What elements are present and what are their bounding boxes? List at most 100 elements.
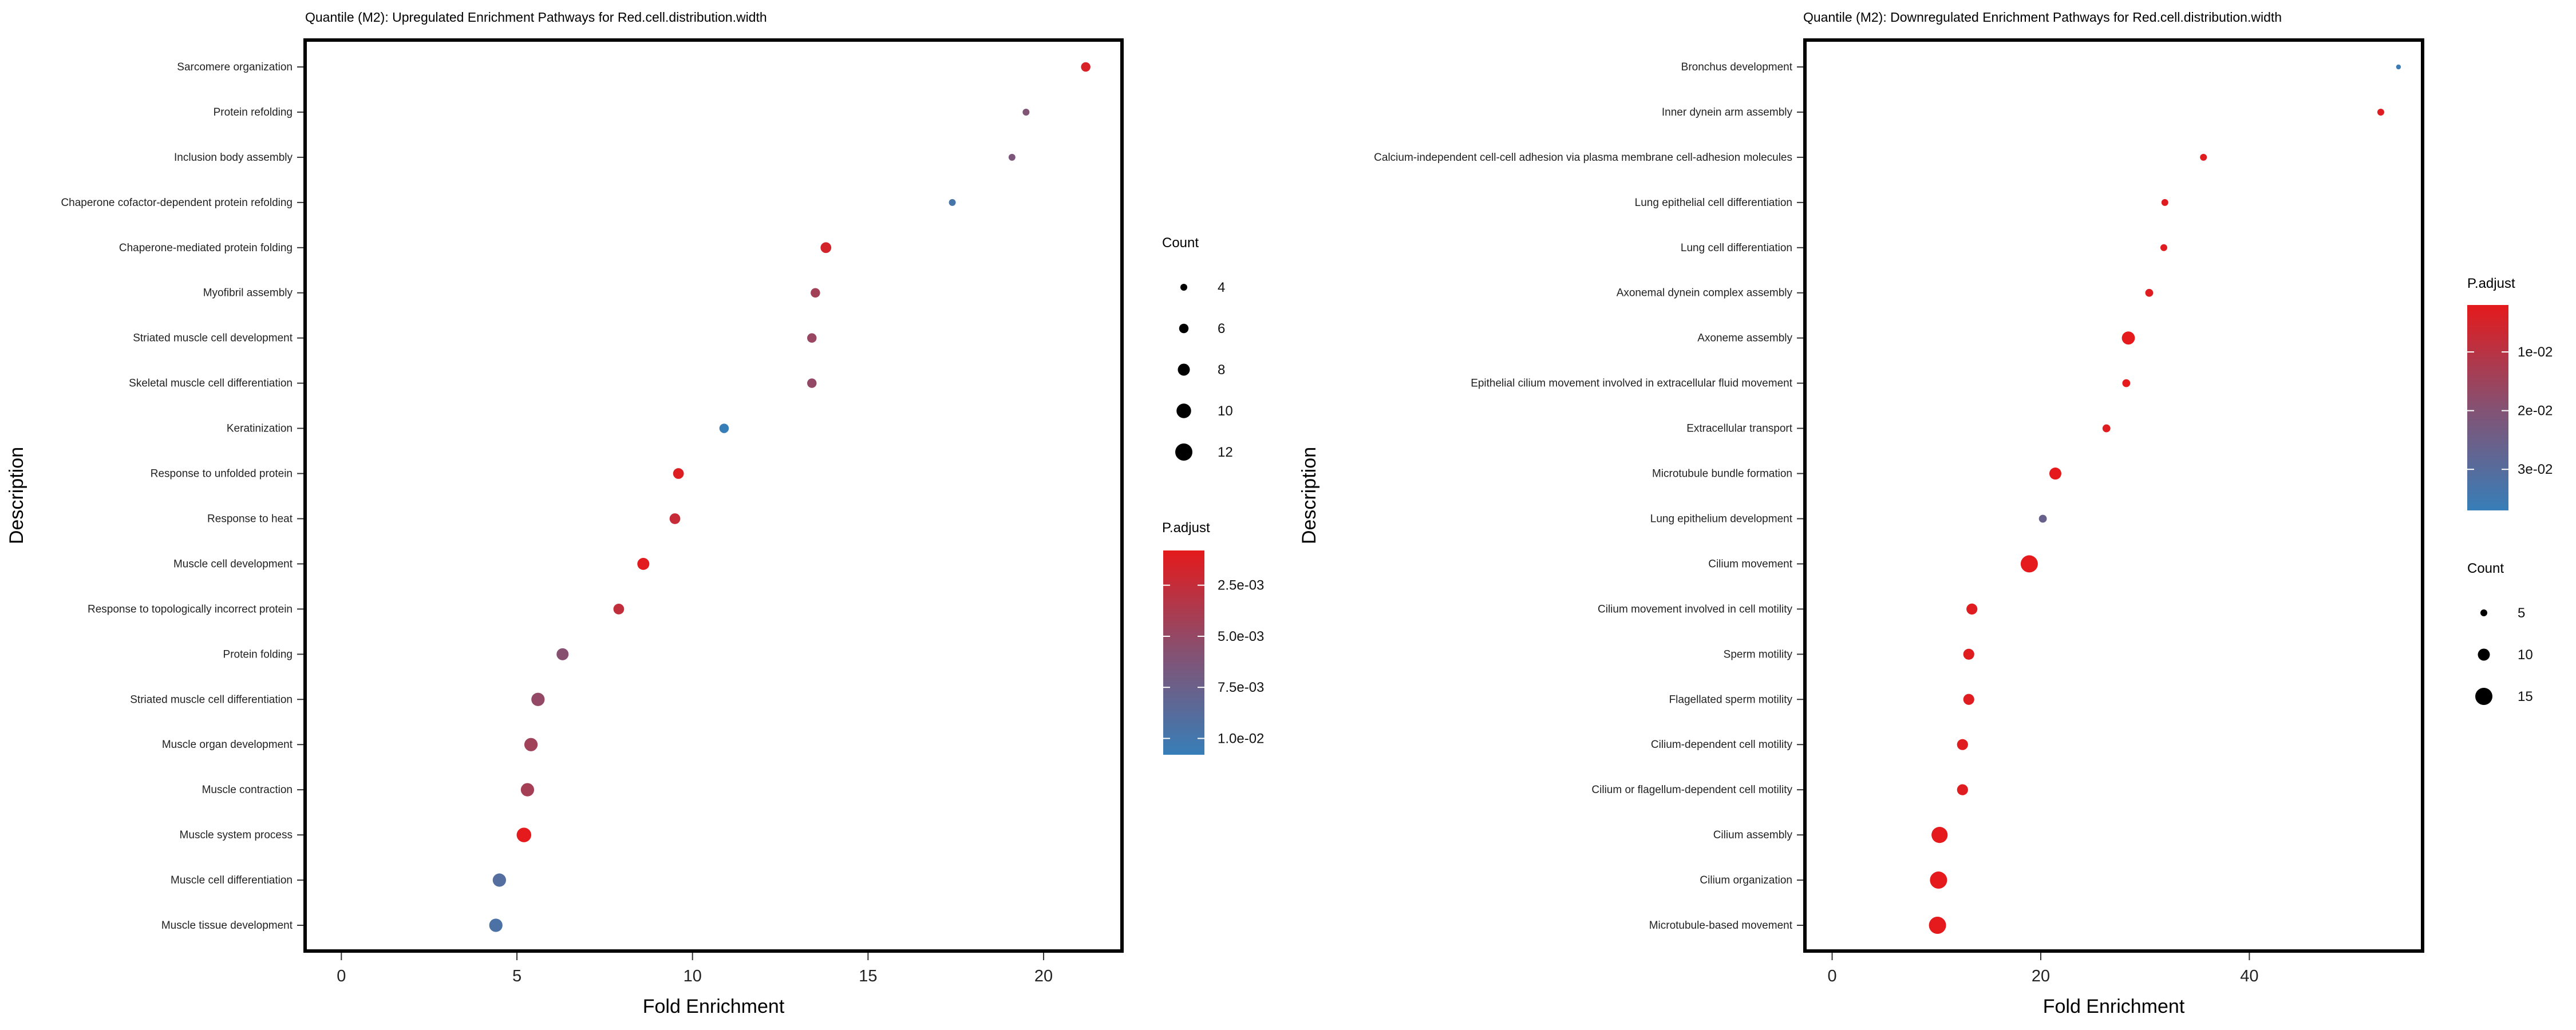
data-point [2377, 108, 2384, 116]
data-point [1957, 784, 1968, 795]
y-tick-label: Epithelial cilium movement involved in e… [1471, 378, 1793, 390]
x-tick-label: 10 [683, 967, 702, 985]
y-tick-label: Cilium movement [1708, 558, 1792, 570]
data-point [2200, 153, 2207, 161]
y-tick-label: Extracellular transport [1686, 423, 1793, 435]
y-tick-label: Muscle organ development [162, 739, 293, 751]
data-point [1957, 739, 1968, 750]
x-tick-label: 15 [859, 967, 877, 985]
count-legend-dot [2475, 688, 2492, 705]
count-legend-title: Count [1162, 235, 1199, 251]
data-point [520, 783, 535, 797]
y-tick-label: Muscle contraction [202, 784, 293, 796]
color-legend-title: P.adjust [1162, 520, 1210, 536]
y-tick-label: Cilium-dependent cell motility [1651, 739, 1793, 751]
y-tick-label: Chaperone-mediated protein folding [119, 242, 293, 254]
data-point [1008, 153, 1016, 161]
y-tick-label: Response to unfolded protein [151, 468, 293, 480]
y-tick-label: Microtubule bundle formation [1652, 468, 1792, 480]
color-legend-title: P.adjust [2467, 276, 2515, 291]
color-legend-label: 3e-02 [2518, 462, 2553, 477]
data-point [807, 333, 817, 343]
data-point [811, 288, 820, 298]
data-point [531, 692, 545, 706]
chart-panel-1: Quantile (M2): Upregulated Enrichment Pa… [6, 10, 1264, 1017]
data-point [1931, 827, 1948, 843]
x-tick-label: 0 [1827, 967, 1836, 985]
y-tick-label: Cilium or flagellum-dependent cell motil… [1591, 784, 1792, 796]
color-legend-label: 1e-02 [2518, 344, 2553, 360]
data-point [2145, 288, 2154, 297]
count-legend-label: 10 [1218, 403, 1233, 419]
y-tick-label: Cilium organization [1700, 874, 1792, 886]
count-legend-dot [1178, 363, 1190, 376]
y-tick-label: Striated muscle cell differentiation [130, 694, 293, 706]
count-legend-label: 12 [1218, 445, 1233, 460]
data-point [1081, 62, 1091, 72]
y-tick-label: Cilium assembly [1713, 829, 1793, 841]
data-point [2121, 331, 2135, 345]
data-point [524, 738, 538, 751]
y-tick-label: Cilium movement involved in cell motilit… [1598, 603, 1792, 615]
y-tick-label: Muscle cell development [173, 558, 293, 570]
y-tick-label: Microtubule-based movement [1649, 920, 1793, 932]
data-point [2396, 64, 2401, 70]
data-point [820, 242, 832, 253]
x-tick-label: 40 [2240, 967, 2258, 985]
y-tick-label: Response to heat [207, 513, 293, 525]
x-axis-title: Fold Enrichment [2043, 996, 2185, 1017]
y-tick-label: Chaperone cofactor-dependent protein ref… [61, 197, 293, 209]
y-tick-label: Inner dynein arm assembly [1662, 106, 1793, 118]
data-point [1966, 603, 1978, 615]
y-axis-title: Description [6, 447, 27, 544]
count-legend-dot [1180, 284, 1187, 291]
chart-title: Quantile (M2): Downregulated Enrichment … [1803, 10, 2282, 25]
x-tick-label: 20 [1034, 967, 1053, 985]
chart-title: Quantile (M2): Upregulated Enrichment Pa… [305, 10, 767, 25]
y-axis-title: Description [1298, 447, 1320, 544]
color-legend-label: 7.5e-03 [1218, 680, 1264, 695]
data-point [1963, 648, 1974, 660]
count-legend-title: Count [2467, 561, 2504, 576]
data-point [516, 827, 532, 842]
color-legend-label: 1.0e-02 [1218, 731, 1264, 746]
data-point [1930, 871, 1947, 889]
data-point [669, 513, 681, 524]
y-tick-label: Muscle cell differentiation [171, 874, 293, 886]
data-point [673, 468, 684, 479]
y-tick-label: Skeletal muscle cell differentiation [129, 378, 293, 390]
count-legend-label: 8 [1218, 362, 1225, 378]
data-point [2160, 244, 2167, 251]
y-tick-label: Muscle system process [180, 829, 293, 841]
data-point [1963, 694, 1974, 705]
y-tick-label: Lung cell differentiation [1681, 242, 1792, 254]
data-point [637, 557, 650, 570]
data-point [2020, 555, 2038, 573]
y-tick-label: Sperm motility [1724, 648, 1793, 660]
count-legend-dot [1179, 323, 1189, 334]
data-point [1022, 108, 1030, 116]
count-legend-dot [1175, 443, 1192, 461]
data-point [492, 873, 506, 887]
color-legend-bar [1163, 550, 1204, 755]
y-tick-label: Striated muscle cell development [133, 332, 293, 344]
y-tick-label: Protein folding [223, 648, 293, 660]
y-tick-label: Response to topologically incorrect prot… [88, 603, 293, 615]
plot-border [303, 38, 1124, 953]
x-axis-title: Fold Enrichment [643, 996, 785, 1017]
x-tick-label: 0 [337, 967, 346, 985]
y-tick-label: Keratinization [227, 423, 293, 435]
y-tick-label: Lung epithelium development [1650, 513, 1793, 525]
count-legend-dot [2480, 609, 2487, 616]
data-point [2161, 199, 2168, 206]
color-legend-label: 2.5e-03 [1218, 578, 1264, 593]
count-legend-dot [2478, 648, 2490, 661]
data-point [1929, 917, 1946, 934]
count-legend-label: 6 [1218, 321, 1225, 336]
y-tick-label: Protein refolding [214, 106, 293, 118]
data-point [2049, 468, 2061, 480]
data-point [719, 423, 729, 433]
y-tick-label: Axoneme assembly [1697, 332, 1792, 344]
color-legend-label: 5.0e-03 [1218, 629, 1264, 644]
